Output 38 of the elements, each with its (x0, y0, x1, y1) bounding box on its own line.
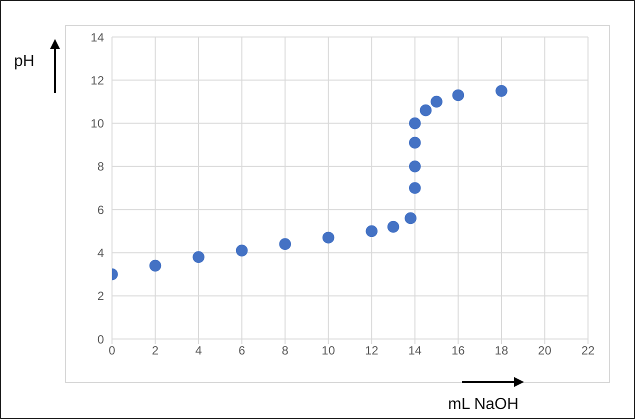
point (452, 89, 464, 102)
point (430, 96, 442, 108)
x-tick-label: 12 (364, 344, 379, 358)
point (366, 225, 378, 238)
point (322, 232, 334, 244)
point (408, 136, 421, 149)
x-tick-label: 10 (322, 344, 336, 358)
point (387, 220, 400, 233)
y-tick-label: 4 (97, 246, 104, 260)
point (408, 160, 421, 172)
point (279, 238, 292, 250)
point (408, 182, 421, 194)
y-tick-label: 6 (97, 202, 104, 217)
point (420, 104, 432, 116)
point (192, 251, 204, 263)
point (236, 244, 248, 256)
x-tick-label: 2 (152, 344, 159, 358)
y-tick-label: 8 (97, 160, 104, 174)
x-axis-title: mL NaOH (448, 396, 519, 414)
x-tick-label: 0 (108, 344, 116, 358)
x-tick-label: 20 (538, 344, 552, 358)
y-tick-label: 12 (90, 73, 104, 88)
x-tick-label: 18 (494, 344, 508, 358)
y-tick-label: 14 (90, 30, 104, 44)
x-tick-label: 14 (408, 344, 422, 358)
point (404, 212, 416, 224)
x-tick-label: 6 (238, 344, 246, 358)
point (149, 260, 162, 272)
x-tick-label: 16 (452, 344, 466, 358)
point (408, 117, 421, 130)
point (496, 85, 508, 97)
x-tick-label: 22 (581, 344, 595, 358)
x-tick-label: 8 (282, 344, 289, 358)
y-tick-label: 2 (97, 289, 104, 304)
y-axis-title: pH (14, 53, 34, 71)
x-tick-label: 4 (195, 344, 202, 358)
y-tick-label: 0 (97, 332, 104, 346)
y-tick-label: 10 (90, 116, 104, 131)
